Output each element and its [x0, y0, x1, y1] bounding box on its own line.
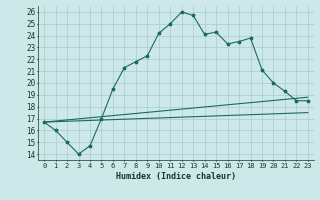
- X-axis label: Humidex (Indice chaleur): Humidex (Indice chaleur): [116, 172, 236, 181]
